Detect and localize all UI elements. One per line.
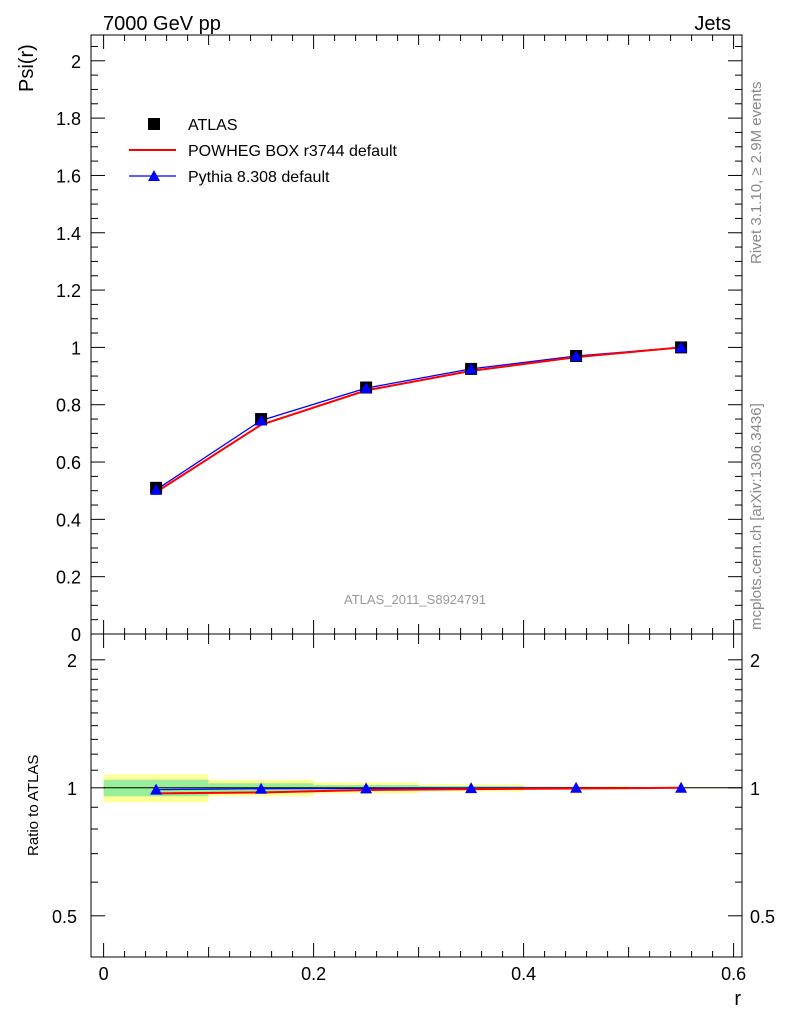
mcplots-label: mcplots.cern.ch [arXiv:1306.3436] [748,403,765,630]
main-y-tick-label: 0.4 [56,510,81,530]
ratio-ticks: 0.5 0.5 1 1 2 2 [52,634,775,957]
ratio-y-axis-title: Ratio to ATLAS [25,755,42,856]
rivet-label: Rivet 3.1.10, ≥ 2.9M events [748,82,765,265]
pythia-point [360,382,373,394]
legend: ATLAS POWHEG BOX r3744 default Pythia 8.… [129,117,398,186]
main-y-tick-label: 1 [71,338,81,358]
ratio-pythia-point [255,782,268,794]
legend-powheg-label: POWHEG BOX r3744 default [188,143,398,160]
pythia-point [465,362,478,374]
ratio-y-tick-label-right: 1 [750,779,760,799]
pythia-point [255,414,268,426]
ratio-pythia-point [360,782,373,794]
analysis-label: ATLAS_2011_S8924791 [344,592,486,607]
x-tick-label: 0.2 [301,964,326,984]
ratio-powheg-line [156,786,682,795]
main-panel: 0 0.2 0.4 0.6 0.8 1 1.2 1.4 1.6 1.8 2 [56,34,743,645]
legend-pythia-marker [148,170,160,181]
ratio-panel: 0.5 0.5 1 1 2 2 [52,633,775,958]
pythia-line [155,346,682,491]
ratio-y-tick-label-right: 2 [750,651,760,671]
x-axis-title: r [734,988,741,1010]
main-series [150,341,688,495]
main-y-tick-label: 0 [71,625,81,645]
main-y-tick-label: 1.2 [56,281,81,301]
x-tick-label: 0 [99,964,109,984]
main-y-tick-label: 1.4 [56,224,81,244]
pythia-point [570,349,583,361]
main-ticks: 0 0.2 0.4 0.6 0.8 1 1.2 1.4 1.6 1.8 2 [56,35,742,645]
ratio-pythia-point [675,781,688,793]
ratio-pythia-point [465,782,478,794]
main-y-tick-label: 0.8 [56,396,81,416]
ratio-series [103,781,742,795]
ratio-y-tick-label: 0.5 [52,907,77,927]
legend-atlas-label: ATLAS [188,117,238,134]
legend-pythia-label: Pythia 8.308 default [188,169,330,186]
ratio-y-tick-label-right: 0.5 [750,907,775,927]
legend-atlas-marker [148,118,160,130]
main-y-tick-label: 0.2 [56,568,81,588]
pythia-point [150,483,163,495]
ratio-frame [90,633,743,958]
x-tick-labels: 0 0.2 0.4 0.6 [99,964,747,984]
main-y-axis-title: Psi(r) [16,44,38,92]
main-y-tick-label: 2 [71,52,81,72]
powheg-line [155,346,682,493]
main-y-tick-label: 1.8 [56,109,81,129]
main-y-tick-label: 1.6 [56,166,81,186]
main-y-tick-label: 0.6 [56,453,81,473]
ratio-y-tick-label: 2 [67,651,77,671]
ratio-pythia-point [570,781,583,793]
x-tick-label: 0.4 [511,964,536,984]
ratio-pythia-point [150,783,163,795]
ratio-y-tick-label: 1 [67,779,77,799]
pythia-point [675,341,688,353]
header-left: 7000 GeV pp [103,13,221,35]
x-tick-label: 0.6 [721,964,746,984]
header-right: Jets [694,13,731,35]
